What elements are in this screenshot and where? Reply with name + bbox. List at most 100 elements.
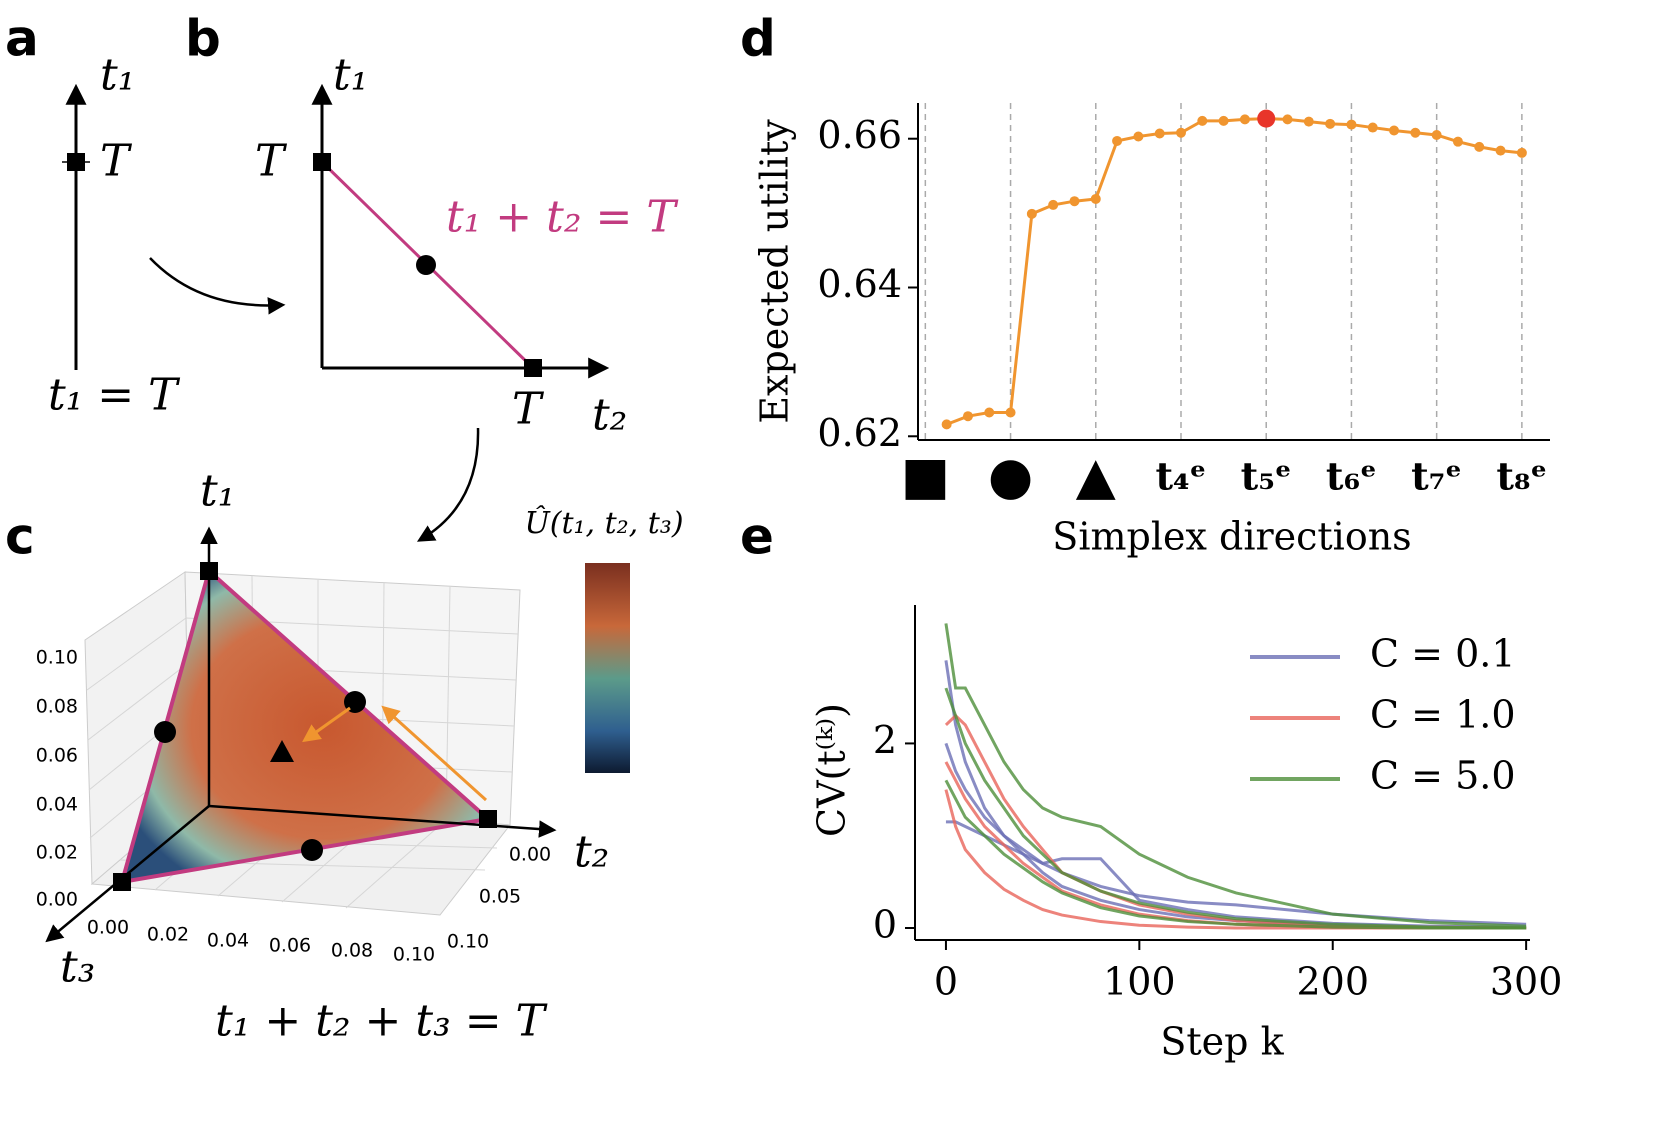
axis-label: t₁ xyxy=(333,50,368,101)
x-tick-label: ■ xyxy=(901,447,950,507)
panel-label: b xyxy=(185,10,221,68)
panel-label: e xyxy=(740,508,774,566)
panel-a: a t₁ T t₁ = T xyxy=(5,10,286,421)
panel-e: e 0 100 200 300 0 2 CV(t⁽ᵏ⁾) Step k C = 0.1 C = 1.… xyxy=(740,508,1562,1064)
x-tick-label: 0 xyxy=(934,960,958,1004)
panel-d: d ■ ● ▲ t₄ᵉ t₅ᵉ t₆ᵉ t₇ᵉ t₈ᵉ 0.62 0.64 0.66 Expected … xyxy=(740,10,1550,559)
tick-label: 0.00 xyxy=(36,889,78,911)
tick-label: T xyxy=(100,136,133,187)
point xyxy=(1516,147,1527,158)
point xyxy=(1452,136,1463,147)
point xyxy=(1026,208,1037,219)
point xyxy=(1303,116,1314,127)
square-marker xyxy=(313,153,331,171)
tick-label: 0.04 xyxy=(207,930,249,952)
circle-marker xyxy=(154,721,176,743)
axis-label: t₂ xyxy=(592,390,627,441)
axis-label: t₃ xyxy=(60,942,95,993)
line xyxy=(944,779,1527,930)
x-tick-label: 300 xyxy=(1490,960,1563,1004)
point xyxy=(1218,115,1229,126)
tick-label: 0.10 xyxy=(36,647,78,669)
y-tick-label: 0 xyxy=(873,903,897,947)
point xyxy=(1346,119,1357,130)
line xyxy=(944,687,1527,930)
arrow xyxy=(149,257,286,315)
arrow xyxy=(416,427,480,542)
equation: t₁ + t₂ + t₃ = T xyxy=(215,996,548,1047)
arrow xyxy=(381,705,488,802)
tick-label: 0.02 xyxy=(147,924,189,946)
point xyxy=(1325,118,1336,129)
point xyxy=(1175,127,1186,138)
axis-label: t₁ xyxy=(200,466,235,517)
x-tick-label: t₈ᵉ xyxy=(1496,454,1547,499)
tick-label: 0.10 xyxy=(447,931,489,953)
tick-label: 0.08 xyxy=(331,940,373,962)
x-tick-label: ● xyxy=(988,447,1033,507)
point xyxy=(1495,145,1506,156)
point xyxy=(1090,193,1101,204)
point xyxy=(962,411,973,422)
point xyxy=(1474,141,1485,152)
x-axis-label: Step k xyxy=(1160,1020,1284,1064)
tick-label: 0.06 xyxy=(269,935,311,957)
point xyxy=(1048,199,1059,210)
tick-label: 0.00 xyxy=(87,917,129,939)
point xyxy=(984,407,995,418)
point xyxy=(1239,114,1250,125)
y-axis-label: CV(t⁽ᵏ⁾) xyxy=(810,703,854,837)
x-tick-label: t₆ᵉ xyxy=(1326,454,1377,499)
tick-label: 0.08 xyxy=(36,696,78,718)
legend-label: C = 5.0 xyxy=(1370,754,1516,798)
x-tick-label: t₇ᵉ xyxy=(1411,454,1462,499)
equation: t₁ = T xyxy=(48,370,181,421)
colorbar xyxy=(585,563,630,773)
x-tick-label: 100 xyxy=(1103,960,1176,1004)
point xyxy=(1431,129,1442,140)
panel-label: c xyxy=(5,508,35,566)
x-tick-label: 200 xyxy=(1296,960,1369,1004)
square-marker xyxy=(524,359,542,377)
legend-label: C = 1.0 xyxy=(1370,693,1516,737)
tick-label: 0.10 xyxy=(393,944,435,966)
x-axis-label: Simplex directions xyxy=(1052,515,1411,559)
panel-label: d xyxy=(740,10,776,68)
triangle-marker xyxy=(270,740,294,762)
y-tick-label: 0.62 xyxy=(817,411,902,455)
colorbar-label: Û(t₁, t₂, t₃) xyxy=(524,505,683,541)
axis-label: t₁ xyxy=(100,50,135,101)
point xyxy=(1133,131,1144,142)
point xyxy=(1112,135,1123,146)
y-tick-label: 0.66 xyxy=(817,113,902,157)
tick-label: 0.00 xyxy=(509,844,551,866)
panel-label: a xyxy=(5,10,39,68)
axis-label: t₂ xyxy=(574,827,609,878)
x-tick-label: ▲ xyxy=(1076,447,1116,507)
tick-label: T xyxy=(255,136,288,187)
circle-marker xyxy=(301,839,323,861)
tick-label: 0.06 xyxy=(36,745,78,767)
point xyxy=(1282,114,1293,125)
arrow xyxy=(302,706,351,743)
tick-labels: 0.10 0.08 0.06 0.04 0.02 0.00 0.00 0.02 0.04 0.06… xyxy=(36,647,551,966)
point xyxy=(1389,125,1400,136)
circle-marker xyxy=(416,255,436,275)
point xyxy=(1257,109,1276,128)
y-tick-label: 2 xyxy=(873,718,897,762)
x-tick-label: t₅ᵉ xyxy=(1241,454,1292,499)
panel-c: c t₁ t₂ t₃ t₁ + t₂ + t₃ = T Û(t₁, t₂, t₃… xyxy=(5,466,684,1047)
line xyxy=(944,713,1527,930)
panel-b: b t₁ T T t₂ t₁ + t₂ = T xyxy=(185,10,679,542)
equation: t₁ + t₂ = T xyxy=(446,192,679,243)
y-tick-label: 0.64 xyxy=(817,262,902,306)
line xyxy=(946,117,1523,426)
line xyxy=(944,789,1527,930)
x-tick-label: t₄ᵉ xyxy=(1155,454,1206,499)
point xyxy=(941,419,952,430)
tick-label: T xyxy=(512,384,545,435)
line xyxy=(944,623,1527,928)
tick-label: 0.05 xyxy=(479,886,521,908)
square-marker xyxy=(200,562,218,580)
